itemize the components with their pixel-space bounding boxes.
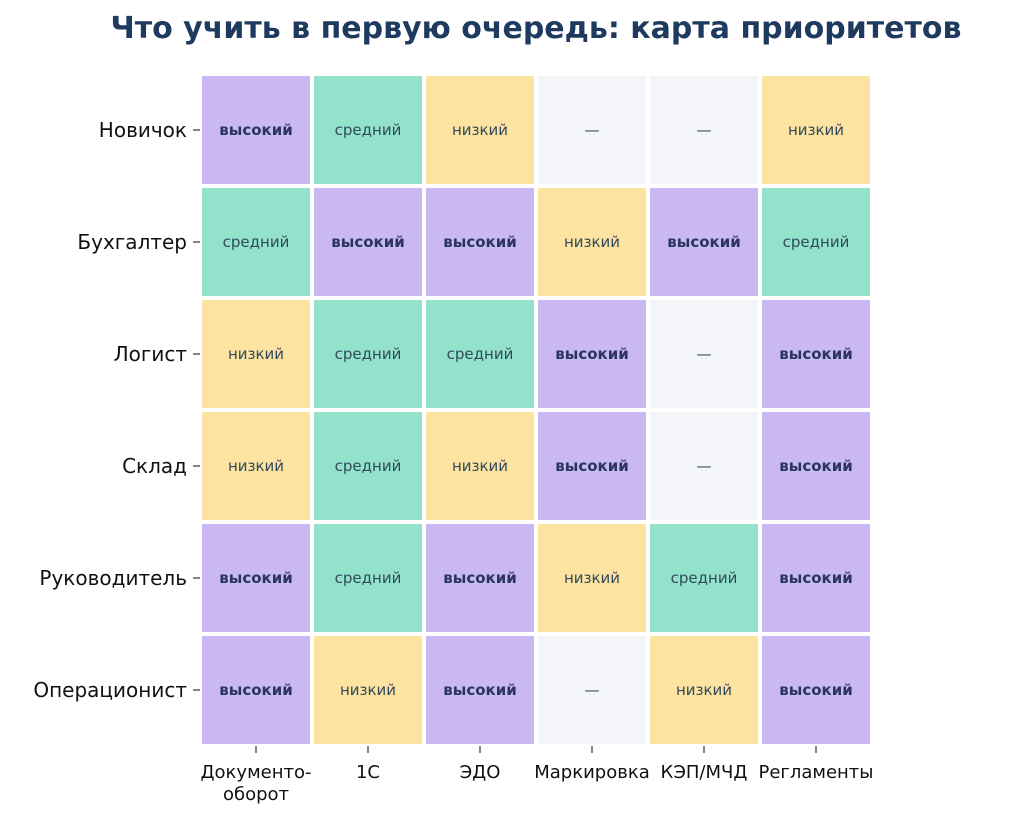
cell-value-label: низкий — [564, 233, 620, 251]
cell-value-label: средний — [671, 569, 738, 587]
heatmap-cell — [314, 188, 422, 296]
heatmap-cell — [762, 524, 870, 632]
heatmap-cell — [650, 76, 758, 184]
cell-value-label: средний — [335, 345, 402, 363]
cell-value-label: средний — [783, 233, 850, 251]
heatmap-cell — [538, 188, 646, 296]
heatmap-cell — [426, 188, 534, 296]
heatmap-cell — [314, 76, 422, 184]
cell-value-label: низкий — [452, 457, 508, 475]
heatmap-cell — [538, 412, 646, 520]
cell-value-label: низкий — [564, 569, 620, 587]
cell-value-label: высокий — [779, 681, 852, 699]
row-tick-label: Бухгалтер — [77, 230, 187, 254]
heatmap-cell — [426, 524, 534, 632]
cell-value-label: средний — [335, 457, 402, 475]
heatmap-cell — [538, 300, 646, 408]
heatmap-cell — [538, 636, 646, 744]
cell-value-label: — — [697, 457, 712, 475]
cell-value-label: высокий — [443, 681, 516, 699]
cell-value-label: низкий — [228, 457, 284, 475]
cell-value-label: высокий — [779, 345, 852, 363]
heatmap-cell — [426, 412, 534, 520]
column-tick-label: КЭП/МЧД — [661, 762, 748, 783]
cell-value-label: средний — [447, 345, 514, 363]
column-tick-label: Документо-оборот — [200, 762, 311, 805]
heatmap-cell — [762, 300, 870, 408]
heatmap-cells: высокий средний низкий — — низкий средний высок… — [202, 76, 870, 744]
cell-value-label: — — [585, 681, 600, 699]
row-labels: Новичок Бухгалтер Логист Склад Руководитель О… — [33, 118, 200, 702]
column-tick-label: Маркировка — [534, 762, 650, 783]
column-tick-label: Регламенты — [758, 762, 873, 783]
cell-value-label: высокий — [219, 681, 292, 699]
row-tick-label: Руководитель — [39, 566, 187, 590]
heatmap-cell — [762, 188, 870, 296]
heatmap-cell — [650, 412, 758, 520]
heatmap-cell — [762, 412, 870, 520]
heatmap-cell — [650, 188, 758, 296]
cell-value-label: низкий — [788, 121, 844, 139]
heatmap-cell — [314, 636, 422, 744]
row-tick-label: Новичок — [99, 118, 187, 142]
cell-value-label: средний — [223, 233, 290, 251]
column-tick-label: ЭДО — [460, 762, 501, 783]
cell-value-label: низкий — [340, 681, 396, 699]
cell-value-label: средний — [335, 569, 402, 587]
heatmap-cell — [650, 636, 758, 744]
heatmap-cell — [538, 76, 646, 184]
cell-value-label: высокий — [555, 457, 628, 475]
heatmap-cell — [650, 524, 758, 632]
cell-value-label: низкий — [452, 121, 508, 139]
cell-value-label: высокий — [779, 569, 852, 587]
heatmap-cell — [650, 300, 758, 408]
row-tick-label: Операционист — [33, 678, 187, 702]
cell-value-label: высокий — [219, 121, 292, 139]
cell-value-label: — — [697, 345, 712, 363]
heatmap-cell — [762, 76, 870, 184]
cell-value-label: высокий — [779, 457, 852, 475]
column-tick-label: 1С — [356, 762, 380, 783]
cell-value-label: высокий — [667, 233, 740, 251]
cell-value-label: средний — [335, 121, 402, 139]
cell-value-label: низкий — [228, 345, 284, 363]
cell-value-label: низкий — [676, 681, 732, 699]
heatmap-cell — [202, 76, 310, 184]
heatmap-cell — [202, 524, 310, 632]
heatmap-cell — [202, 412, 310, 520]
cell-value-label: высокий — [555, 345, 628, 363]
chart-title: Что учить в первую очередь: карта приори… — [110, 11, 961, 46]
heatmap-cell — [426, 300, 534, 408]
heatmap-cell — [202, 188, 310, 296]
cell-value-label: высокий — [443, 233, 516, 251]
heatmap-cell — [314, 524, 422, 632]
cell-value-label: высокий — [219, 569, 292, 587]
heatmap-cell — [426, 76, 534, 184]
cell-value-label: — — [585, 121, 600, 139]
row-tick-label: Склад — [122, 454, 187, 478]
cell-value-label: высокий — [331, 233, 404, 251]
heatmap-cell — [314, 300, 422, 408]
heatmap-cell — [202, 300, 310, 408]
cell-value-label: высокий — [443, 569, 516, 587]
heatmap-cell — [202, 636, 310, 744]
heatmap-cell — [762, 636, 870, 744]
row-tick-label: Логист — [114, 342, 188, 366]
heatmap-cell — [426, 636, 534, 744]
cell-value-label: — — [697, 121, 712, 139]
heatmap-cell — [314, 412, 422, 520]
column-labels: Документо-оборот 1С ЭДО Маркировка КЭП/МЧД Ре… — [200, 746, 874, 805]
heatmap-cell — [538, 524, 646, 632]
